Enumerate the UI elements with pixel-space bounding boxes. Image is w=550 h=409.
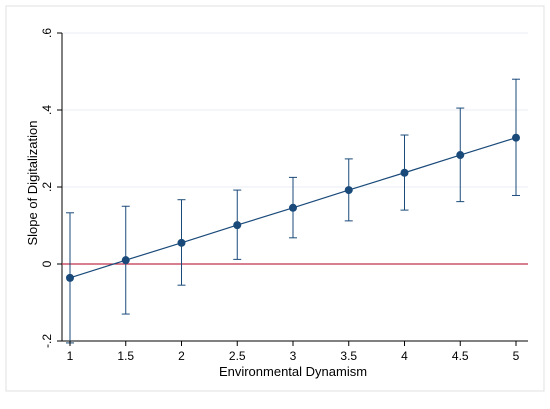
x-axis-label: Environmental Dynamism	[219, 364, 367, 379]
x-tick-label: 3	[290, 349, 297, 363]
x-tick-label: 5	[513, 349, 520, 363]
data-point	[400, 168, 409, 177]
data-point	[66, 273, 74, 282]
x-tick-label: 2.5	[229, 349, 246, 363]
data-point	[344, 186, 353, 195]
data-point	[177, 238, 186, 247]
x-tick-label: 4	[401, 349, 408, 363]
x-tick-label: 4.5	[452, 349, 469, 363]
x-tick-label: 1	[67, 349, 74, 363]
data-point	[456, 151, 465, 160]
data-point	[121, 256, 130, 265]
y-tick-label: .6	[40, 28, 54, 38]
y-tick-label: .2	[40, 182, 54, 192]
y-axis-label: Slope of Digitalization	[25, 120, 40, 245]
x-tick-label: 3.5	[340, 349, 357, 363]
point-layer	[66, 133, 520, 282]
x-tick-layer: 1 1.5 2 2.5 3 3.5 4 4.5 5	[67, 341, 520, 363]
y-tick-layer: -.2 0 .2 .4 .6	[40, 28, 62, 348]
x-tick-label: 2	[178, 349, 185, 363]
y-tick-label: -.2	[40, 334, 54, 348]
outer-frame	[5, 5, 545, 392]
x-tick-label: 1.5	[117, 349, 134, 363]
y-tick-label: 0	[40, 260, 54, 267]
data-point	[512, 133, 520, 142]
data-point	[233, 221, 242, 230]
y-tick-label: .4	[40, 105, 54, 115]
data-point	[289, 203, 297, 212]
